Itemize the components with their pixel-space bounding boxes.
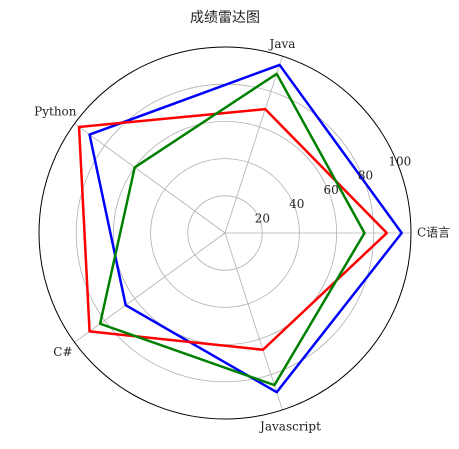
outer-frame-circle: [38, 46, 412, 420]
label-layer: 20 40 60 80 100 C语言 Java Python C# Javascript: [34, 37, 450, 434]
series-layer: [77, 63, 403, 394]
series-polygon: [98, 72, 366, 387]
category-label: C语言: [417, 226, 450, 240]
category-label: C#: [53, 345, 72, 359]
grid-circle: [150, 158, 300, 308]
category-label: Python: [34, 105, 77, 119]
category-label: Java: [268, 37, 296, 51]
spoke-line: [224, 55, 283, 234]
grid-circle: [187, 195, 263, 271]
r-tick-label: 100: [388, 154, 411, 168]
spoke-line: [224, 232, 283, 411]
r-tick-label: 80: [358, 169, 373, 183]
r-tick-label: 60: [323, 183, 338, 197]
chart-title: 成绩雷达图: [190, 10, 260, 26]
category-label: Javascript: [258, 420, 321, 434]
series-polygon: [88, 63, 403, 394]
r-tick-label: 40: [289, 197, 304, 211]
spoke-line: [74, 232, 226, 343]
spoke-line: [74, 123, 226, 234]
r-tick-label: 20: [255, 211, 270, 225]
series-polygon: [77, 107, 389, 352]
